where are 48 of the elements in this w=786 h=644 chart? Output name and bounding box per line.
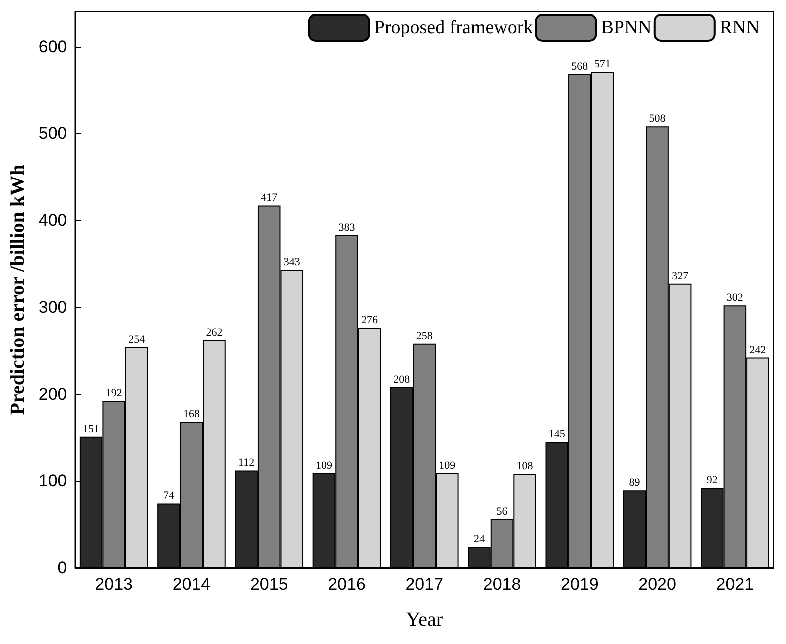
legend-label: Proposed framework	[374, 18, 534, 38]
data-label: 109	[316, 460, 333, 472]
data-label: 109	[439, 460, 456, 472]
data-label: 151	[83, 423, 100, 436]
data-label: 276	[362, 314, 379, 327]
y-axis-title: Prediction error /billion kWh	[7, 164, 29, 416]
data-label: 343	[284, 256, 301, 269]
data-label: 417	[261, 192, 278, 204]
data-label: 327	[672, 270, 690, 282]
data-label: 258	[416, 330, 434, 342]
y-tick-label: 400	[38, 211, 68, 230]
data-label: 56	[496, 506, 508, 518]
data-label: 302	[726, 292, 744, 304]
x-tick-label: 2019	[560, 575, 599, 594]
y-tick-label: 600	[38, 37, 68, 56]
x-tick-label: 2014	[172, 575, 211, 594]
data-label: 89	[629, 477, 641, 490]
data-label: 254	[128, 334, 146, 346]
data-label: 92	[706, 474, 718, 487]
x-axis-title: Year	[406, 609, 444, 631]
x-tick-label: 2013	[95, 575, 133, 594]
data-label: 383	[338, 222, 356, 234]
data-label: 74	[163, 490, 175, 502]
y-tick-label: 500	[38, 124, 68, 144]
x-tick-label: 2018	[483, 575, 522, 594]
data-label: 571	[594, 58, 611, 70]
y-tick-label: 100	[38, 472, 68, 491]
data-label: 168	[183, 408, 200, 421]
x-tick-label: 2021	[716, 575, 754, 594]
data-label: 192	[106, 388, 122, 400]
x-tick-label: 2016	[328, 575, 366, 594]
data-label: 112	[238, 457, 255, 470]
legend-label: BPNN	[601, 18, 652, 38]
data-label: 108	[516, 460, 534, 473]
x-tick-label: 2017	[406, 575, 444, 594]
data-label: 24	[474, 534, 486, 546]
y-tick-label: 300	[38, 298, 68, 317]
x-tick-label: 2015	[250, 575, 288, 594]
data-label: 262	[206, 326, 223, 339]
data-label: 568	[572, 61, 589, 74]
legend-label: RNN	[720, 18, 760, 38]
y-tick-label: 0	[58, 558, 68, 578]
y-tick-label: 200	[38, 384, 68, 404]
data-label: 508	[649, 113, 666, 126]
x-tick-label: 2020	[638, 575, 676, 594]
data-label: 208	[394, 374, 411, 386]
data-label: 145	[548, 428, 566, 441]
data-label: 242	[750, 344, 766, 356]
